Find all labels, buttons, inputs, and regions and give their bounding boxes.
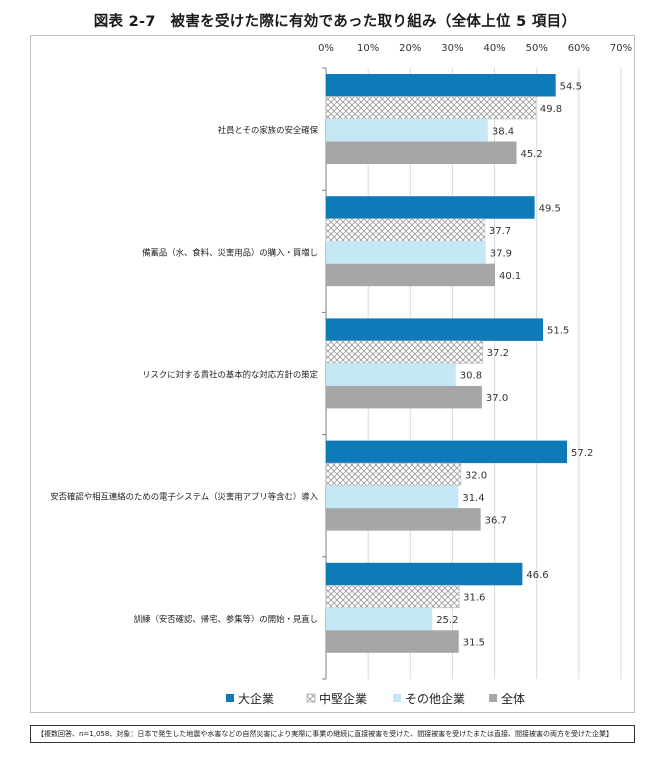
- x-tick-label: 0%: [318, 43, 334, 54]
- bar-4: [326, 508, 481, 531]
- bar-2: [325, 218, 486, 242]
- bar-4: [326, 141, 517, 164]
- data-label: 36.7: [485, 515, 507, 526]
- category-label: 訓練（安否確認、帰宅、参集等）の開始・見直し: [134, 614, 318, 624]
- legend-label: 中堅企業: [319, 691, 367, 706]
- legend-swatch: [489, 694, 497, 702]
- category-label: リスクに対する貴社の基本的な対応方針の策定: [142, 370, 318, 380]
- data-label: 31.4: [462, 493, 484, 504]
- bar-chart: 0% 10% 20% 30% 40% 50% 60% 70% 社員とその家族の安全確保 54.5 4…: [50, 43, 632, 706]
- x-tick-label: 20%: [399, 43, 421, 54]
- category-label: 社員とその家族の安全確保: [218, 125, 319, 135]
- x-tick-label: 60%: [568, 43, 590, 54]
- data-label: 30.8: [460, 371, 482, 382]
- category-label: 備蓄品（水、食料、災害用品）の購入・買増し: [142, 247, 318, 257]
- data-label: 31.6: [463, 593, 485, 604]
- legend-label: その他企業: [405, 691, 465, 706]
- bar-3: [326, 119, 488, 142]
- data-label: 49.8: [540, 104, 562, 115]
- bar-2: [325, 584, 460, 609]
- chart-title: 図表 2-7 被害を受けた際に有効であった取り組み（全体上位 5 項目）: [93, 14, 577, 30]
- chart-frame: 0% 10% 20% 30% 40% 50% 60% 70% 社員とその家族の安全確保 54.5 4…: [30, 35, 635, 713]
- bar-4: [326, 263, 495, 287]
- data-label: 31.5: [463, 638, 485, 649]
- bar-3: [326, 241, 486, 264]
- bar-1: [326, 74, 556, 97]
- bar-3: [326, 485, 459, 509]
- bar-1: [326, 196, 535, 219]
- bar-2: [325, 462, 462, 486]
- data-label: 37.9: [490, 248, 512, 259]
- x-tick-label: 50%: [526, 43, 548, 54]
- bar-1: [326, 440, 568, 464]
- category-label: 安否確認や相互連絡のための電子システム（災害用アプリ等含む）導入: [50, 492, 318, 502]
- data-label: 46.6: [526, 570, 548, 581]
- bar-1: [326, 318, 544, 341]
- data-label: 32.0: [465, 470, 487, 481]
- bar-4: [326, 385, 482, 409]
- data-label: 37.7: [489, 226, 511, 237]
- bar-1: [326, 562, 523, 586]
- bar-3: [326, 607, 433, 631]
- legend-label: 全体: [501, 691, 525, 706]
- data-label: 25.2: [436, 615, 458, 626]
- data-label: 54.5: [560, 81, 582, 92]
- x-tick-label: 70%: [610, 43, 632, 54]
- x-tick-label: 30%: [441, 43, 463, 54]
- data-label: 45.2: [520, 149, 542, 160]
- data-label: 57.2: [571, 448, 593, 459]
- x-tick-label: 40%: [483, 43, 505, 54]
- legend-swatch: [226, 694, 234, 702]
- data-label: 51.5: [547, 326, 569, 337]
- data-label: 37.0: [486, 393, 508, 404]
- legend-swatch: [306, 693, 316, 703]
- data-label: 38.4: [492, 126, 514, 137]
- data-label: 37.2: [487, 348, 509, 359]
- bar-2: [325, 340, 484, 364]
- legend-swatch: [393, 694, 401, 702]
- footnote: 【複数回答、n=1,058、対象：日本で発生した地震や水害などの自然災害により実…: [30, 725, 635, 743]
- bar-2: [325, 96, 537, 120]
- bar-3: [326, 363, 456, 386]
- x-tick-label: 10%: [357, 43, 379, 54]
- legend-label: 大企業: [238, 691, 274, 706]
- data-label: 49.5: [539, 203, 561, 214]
- bar-4: [326, 630, 459, 653]
- data-label: 40.1: [499, 271, 521, 282]
